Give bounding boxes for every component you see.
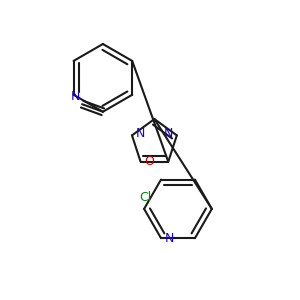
Text: O: O [144,155,154,168]
Text: N: N [164,128,173,140]
Text: N: N [136,128,145,140]
Text: N: N [70,90,80,103]
Text: N: N [165,232,174,245]
Text: Cl: Cl [140,191,152,205]
